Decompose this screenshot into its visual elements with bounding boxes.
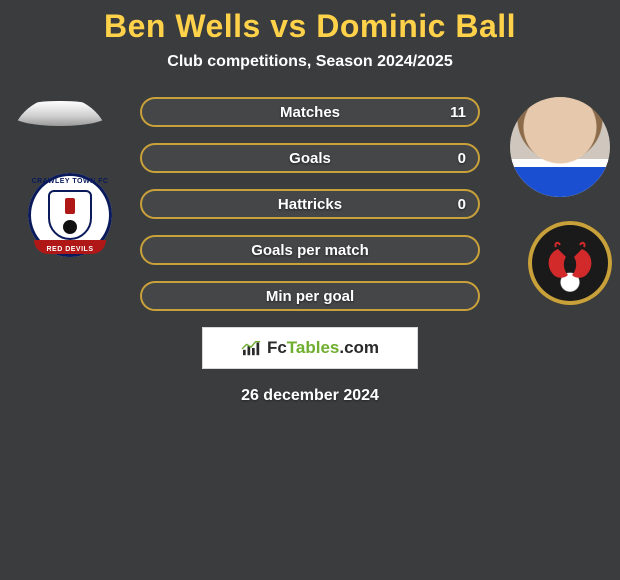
stat-value-left (142, 99, 166, 125)
page-subtitle: Club competitions, Season 2024/2025 (0, 53, 620, 71)
stat-label: Goals (289, 150, 331, 167)
stat-row: Min per goal (140, 281, 480, 311)
stat-value-left (142, 145, 166, 171)
brand-watermark: FcTables.com (202, 327, 418, 369)
stat-value-right: 0 (446, 191, 478, 217)
stat-label: Hattricks (278, 196, 342, 213)
player-avatar-right (510, 97, 610, 197)
stat-row: Goals per match (140, 235, 480, 265)
club-crest-left: CRAWLEY TOWN FC RED DEVILS (28, 173, 112, 257)
bar-chart-icon (241, 339, 263, 357)
club-crest-right (528, 221, 612, 305)
stat-row: Matches 11 (140, 97, 480, 127)
brand-text: FcTables.com (267, 338, 379, 358)
report-date: 26 december 2024 (0, 387, 620, 405)
stat-value-right (454, 237, 478, 263)
avatar-placeholder-icon (10, 101, 110, 126)
stat-value-left (142, 191, 166, 217)
stat-row: Hattricks 0 (140, 189, 480, 219)
stat-row: Goals 0 (140, 143, 480, 173)
stats-table: Matches 11 Goals 0 Hattricks 0 Goals per… (140, 97, 480, 311)
avatar-face-icon (510, 97, 610, 197)
comparison-layout: CRAWLEY TOWN FC RED DEVILS Matches 11 (0, 97, 620, 405)
stat-value-right: 11 (438, 99, 478, 125)
stat-value-right (454, 283, 478, 309)
stat-label: Matches (280, 104, 340, 121)
dragon-icon (538, 231, 602, 295)
crest-left-bottom-label: RED DEVILS (28, 246, 112, 253)
stat-value-right: 0 (446, 145, 478, 171)
stat-label: Min per goal (266, 288, 354, 305)
stat-value-left (142, 237, 166, 263)
stat-value-left (142, 283, 166, 309)
crest-left-top-label: CRAWLEY TOWN FC (28, 178, 112, 185)
stat-label: Goals per match (251, 242, 369, 259)
page-title: Ben Wells vs Dominic Ball (0, 0, 620, 45)
